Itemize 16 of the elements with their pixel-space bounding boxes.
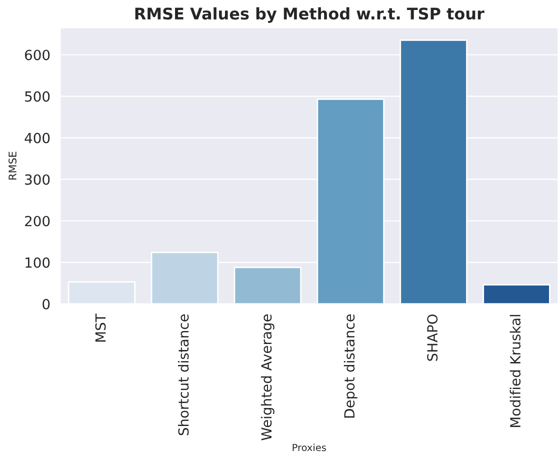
- y-tick-label: 100: [26, 257, 50, 268]
- x-tick-label: Shortcut distance: [178, 314, 189, 436]
- x-tick-label: Modified Kruskal: [510, 314, 521, 428]
- y-tick-label: 0: [42, 298, 50, 310]
- y-tick-label: 500: [25, 91, 50, 102]
- y-axis-title: RMSE: [8, 152, 16, 180]
- y-tick-label: 600: [25, 50, 50, 60]
- x-tick-label: SHAPO: [427, 314, 438, 361]
- x-tick-label: Depot distance: [344, 314, 358, 418]
- x-tick-label: MST: [95, 314, 106, 342]
- chart-title: RMSE Values by Method w.r.t. TSP tour: [135, 7, 484, 23]
- y-tick-label: 200: [25, 216, 50, 226]
- y-tick-label: 400: [24, 132, 50, 144]
- x-tick-label: Weighted Average: [260, 314, 274, 440]
- x-axis-title: Proxies: [292, 444, 326, 452]
- y-tick-label: 300: [25, 174, 50, 185]
